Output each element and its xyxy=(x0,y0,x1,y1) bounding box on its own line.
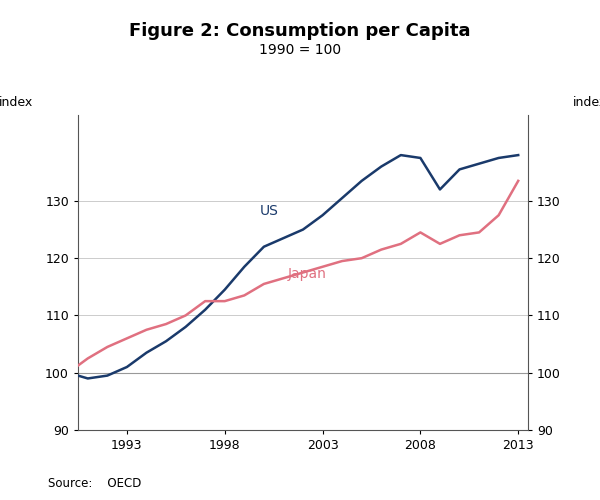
Text: Figure 2: Consumption per Capita: Figure 2: Consumption per Capita xyxy=(129,22,471,40)
Text: index: index xyxy=(573,96,600,108)
Text: Japan: Japan xyxy=(287,267,326,281)
Text: index: index xyxy=(0,96,33,108)
Text: 1990 = 100: 1990 = 100 xyxy=(259,42,341,56)
Text: Source:    OECD: Source: OECD xyxy=(48,477,142,490)
Text: US: US xyxy=(260,204,279,218)
